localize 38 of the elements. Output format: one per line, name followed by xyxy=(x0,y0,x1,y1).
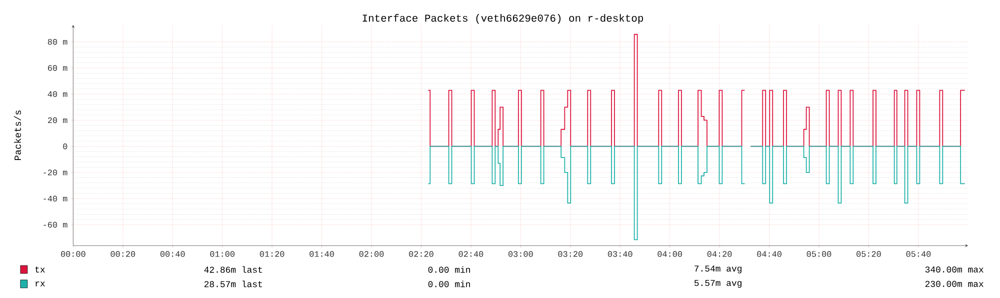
y-tick-label: -60 m xyxy=(44,222,68,228)
y-tick-label: 80 m xyxy=(48,38,68,45)
x-tick-label: 02:40 xyxy=(458,250,484,257)
x-tick-label: 04:40 xyxy=(757,250,782,257)
y-tick-label: 60 m xyxy=(48,64,68,71)
y-tick-label: -20 m xyxy=(44,169,68,176)
legend-label: tx xyxy=(35,266,45,272)
text: 340.00m max xyxy=(925,266,984,272)
chart-title: Interface Packets (veth6629e076) on r-desktop xyxy=(362,14,643,24)
x-tick-label: 01:40 xyxy=(310,250,334,257)
text: 230.00m max xyxy=(925,280,984,287)
x-tick-label: 04:20 xyxy=(707,250,732,257)
x-tick-label: 02:00 xyxy=(359,250,384,257)
legend-label: rx xyxy=(36,281,45,286)
y-tick-label: -40 m xyxy=(44,196,68,202)
x-tick-label: 02:20 xyxy=(409,250,434,257)
x-tick-label: 05:40 xyxy=(906,250,931,257)
x-tick-label: 01:00 xyxy=(210,250,234,257)
x-tick-label: 05:00 xyxy=(806,250,832,257)
text: 7.54m avg xyxy=(694,265,742,274)
x-tick-label: 00:00 xyxy=(61,250,86,257)
x-tick-label: 03:20 xyxy=(558,250,583,257)
text: 5.57m avg xyxy=(694,280,742,288)
x-tick-label: 01:20 xyxy=(260,250,284,257)
x-tick-label: 04:00 xyxy=(658,250,682,257)
y-tick-label: 0 xyxy=(63,143,68,150)
text: 28.57m last xyxy=(204,280,262,288)
x-tick-label: 05:20 xyxy=(856,250,881,257)
text: 42.86m last xyxy=(204,266,262,273)
x-tick-label: 00:20 xyxy=(110,250,136,257)
text: 0.00 min xyxy=(428,280,470,288)
y-tick-label: 20 m xyxy=(48,117,68,123)
y-axis-title: Packets/s xyxy=(14,110,21,160)
y-tick-label: 40 m xyxy=(48,91,68,97)
x-tick-label: 03:00 xyxy=(508,250,533,257)
text: 0.00 min xyxy=(428,266,470,273)
x-tick-label: 03:40 xyxy=(608,250,632,257)
x-tick-label: 00:40 xyxy=(160,250,185,257)
